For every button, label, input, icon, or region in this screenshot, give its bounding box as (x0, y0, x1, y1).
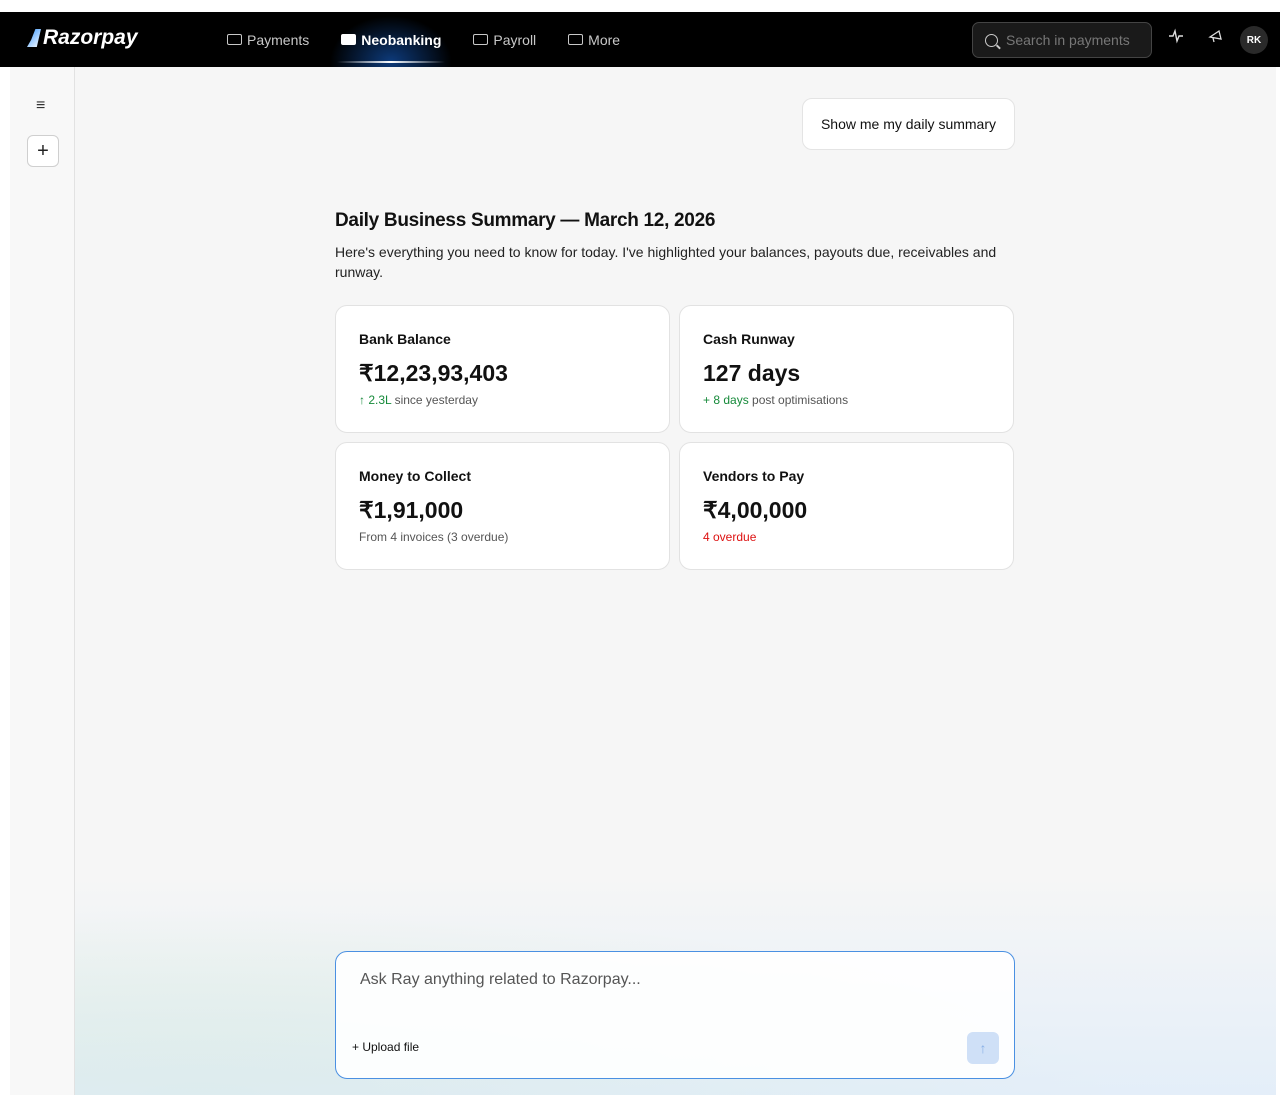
nav-label: Payments (247, 31, 310, 48)
card-sub-text: post optimisations (748, 393, 849, 407)
menu-icon[interactable]: ≡ (36, 97, 46, 114)
nav-neobanking[interactable]: Neobanking (325, 12, 458, 67)
wallet-icon (227, 34, 242, 45)
logo-mark-icon (27, 29, 41, 47)
main-area: ≡ + Show me my daily summary Daily Busin… (10, 67, 1276, 1095)
nav-payroll[interactable]: Payroll (457, 12, 552, 67)
brand-name: Razorpay (43, 26, 138, 49)
card-sub: From 4 invoices (3 overdue) (359, 530, 646, 544)
plus-icon: + (352, 1040, 363, 1054)
card-value: ₹1,91,000 (359, 497, 464, 523)
nav-more[interactable]: More (552, 12, 636, 67)
upload-file-button[interactable]: + Upload file (352, 1040, 419, 1054)
overdue-text: 4 overdue (703, 530, 757, 544)
wallet-icon (341, 34, 357, 45)
card-sub: ↑ 2.3L since yesterday (359, 393, 646, 407)
avatar[interactable]: RK (1240, 26, 1268, 54)
card-value: ₹4,00,000 (703, 497, 808, 523)
razorpay-logo[interactable]: Razorpay (27, 26, 138, 50)
upload-label: Upload file (362, 1040, 420, 1054)
search-icon (985, 33, 998, 47)
wallet-icon (473, 34, 489, 45)
nav-label: Neobanking (361, 31, 442, 48)
composer-input[interactable]: Ask Ray anything related to Razorpay... (360, 971, 641, 988)
card-sub-text: since yesterday (391, 393, 478, 407)
card-bank-balance: Bank Balance ₹12,23,93,403 ↑ 2.3L since … (335, 305, 670, 433)
megaphone-icon[interactable] (1208, 28, 1224, 49)
activity-icon[interactable] (1168, 28, 1184, 49)
top-nav-bar: Razorpay Payments Neobanking Payroll Mor… (0, 12, 1280, 67)
card-label: Vendors to Pay (703, 468, 805, 484)
card-value: 127 days (703, 360, 801, 386)
chat-composer[interactable]: Ask Ray anything related to Razorpay... … (335, 951, 1015, 1079)
nav-payments[interactable]: Payments (227, 12, 325, 67)
card-label: Cash Runway (703, 331, 795, 347)
card-money-to-collect: Money to Collect ₹1,91,000 From 4 invoic… (335, 442, 670, 570)
card-sub-text: From 4 invoices (3 overdue) (359, 530, 509, 544)
search-input[interactable]: Search in payments (972, 22, 1152, 58)
card-value: ₹12,23,93,403 (359, 360, 508, 386)
new-chat-button[interactable]: + (27, 135, 59, 167)
card-label: Bank Balance (359, 331, 451, 347)
card-sub: + 8 days post optimisations (703, 393, 990, 407)
send-button[interactable]: ↑ (967, 1032, 999, 1064)
wallet-icon (568, 34, 584, 45)
arrow-up-icon: ↑ (979, 1040, 987, 1056)
change-up: ↑ 2.3L (359, 393, 392, 407)
main-nav: Payments Neobanking Payroll More (227, 12, 636, 67)
card-cash-runway: Cash Runway 127 days + 8 days post optim… (679, 305, 1014, 433)
nav-label: Payroll (493, 31, 537, 48)
change-up: + 8 days (703, 393, 749, 407)
card-sub: 4 overdue (703, 530, 990, 544)
summary-description: Here's everything you need to know for t… (335, 244, 997, 280)
sidebar: ≡ + (10, 67, 75, 1095)
user-message: Show me my daily summary (802, 98, 1015, 150)
card-vendors-to-pay: Vendors to Pay ₹4,00,000 4 overdue (679, 442, 1014, 570)
card-label: Money to Collect (359, 468, 472, 484)
search-placeholder: Search in payments (1006, 32, 1130, 48)
summary-title: Daily Business Summary — March 12, 2026 (335, 210, 716, 231)
nav-label: More (588, 31, 621, 48)
